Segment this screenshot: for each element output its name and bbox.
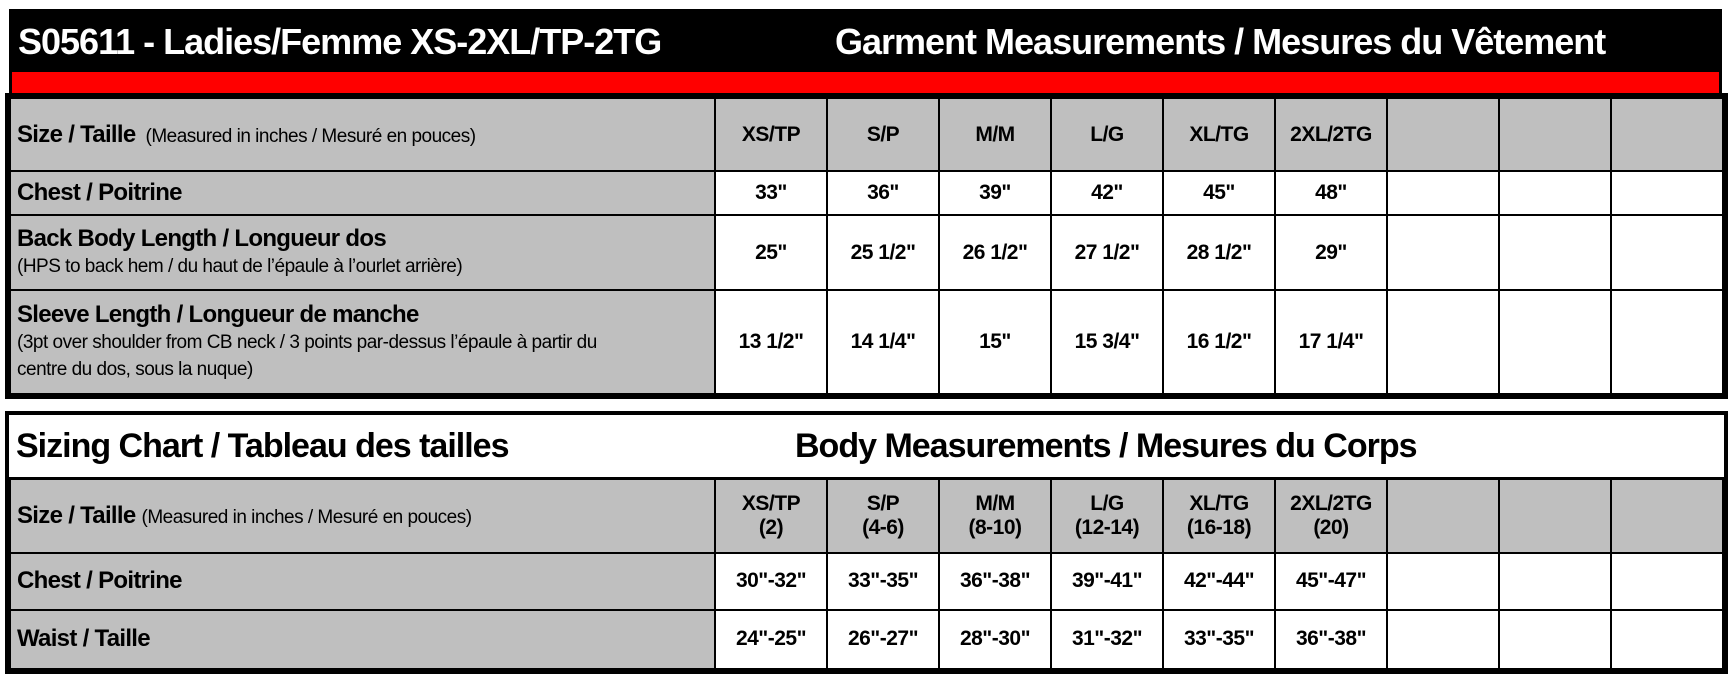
- table-row: Chest / Poitrine 30"-32" 33"-35" 36"-38"…: [9, 551, 1725, 611]
- value-cell: 33"-35": [826, 551, 940, 611]
- value-cell: 39": [938, 170, 1052, 216]
- size-header-row: Size / Taille (Measured in inches / Mesur…: [9, 97, 1724, 172]
- row-label: Sleeve Length / Longueur de manche (3pt o…: [9, 289, 716, 395]
- body-measurements-title: Body Measurements / Mesures du Corps: [715, 415, 1724, 480]
- table-row: Back Body Length / Longueur dos (HPS to b…: [9, 214, 1724, 291]
- empty-cell: [1610, 170, 1724, 216]
- empty-cell: [1609, 608, 1725, 670]
- empty-cell: [1386, 214, 1500, 291]
- empty-cell: [1609, 551, 1725, 611]
- table-row: Waist / Taille 24"-25" 26"-27" 28"-30" 3…: [9, 608, 1725, 670]
- value-cell: 29": [1274, 214, 1388, 291]
- size-header: XL/TG: [1162, 97, 1276, 172]
- size-label-cell: Size / Taille (Measured in inches / Mesur…: [9, 477, 716, 554]
- empty-header: [1386, 477, 1500, 554]
- value-cell: 42": [1050, 170, 1164, 216]
- value-cell: 15 3/4": [1050, 289, 1164, 395]
- empty-header: [1498, 477, 1612, 554]
- value-cell: 13 1/2": [714, 289, 828, 395]
- empty-cell: [1498, 170, 1612, 216]
- value-cell: 30"-32": [714, 551, 828, 611]
- value-cell: 33"-35": [1162, 608, 1276, 670]
- value-cell: 14 1/4": [826, 289, 940, 395]
- empty-cell: [1498, 214, 1612, 291]
- value-cell: 36"-38": [1274, 608, 1388, 670]
- empty-header: [1610, 97, 1724, 172]
- value-cell: 25 1/2": [826, 214, 940, 291]
- size-header: M/M: [938, 97, 1052, 172]
- empty-cell: [1386, 551, 1500, 611]
- size-label-cell: Size / Taille (Measured in inches / Mesur…: [9, 97, 716, 172]
- value-cell: 28 1/2": [1162, 214, 1276, 291]
- value-cell: 31"-32": [1050, 608, 1164, 670]
- garment-measurements-title: Garment Measurements / Mesures du Vêteme…: [835, 21, 1606, 62]
- value-cell: 45": [1162, 170, 1276, 216]
- garment-header: S05611 - Ladies/Femme XS-2XL/TP-2TG Garm…: [9, 9, 1722, 72]
- empty-header: [1609, 477, 1725, 554]
- size-header: M/M (8-10): [938, 477, 1052, 554]
- value-cell: 17 1/4": [1274, 289, 1388, 395]
- value-cell: 48": [1274, 170, 1388, 216]
- size-header: 2XL/2TG: [1274, 97, 1388, 172]
- size-header: 2XL/2TG (20): [1274, 477, 1388, 554]
- value-cell: 15": [938, 289, 1052, 395]
- size-header: S/P: [826, 97, 940, 172]
- empty-cell: [1610, 289, 1724, 395]
- value-cell: 36"-38": [938, 551, 1052, 611]
- value-cell: 16 1/2": [1162, 289, 1276, 395]
- value-cell: 26"-27": [826, 608, 940, 670]
- value-cell: 45"-47": [1274, 551, 1388, 611]
- body-measurements-table: Sizing Chart / Tableau des tailles Body …: [4, 411, 1728, 674]
- size-header: L/G: [1050, 97, 1164, 172]
- size-header-row: Size / Taille (Measured in inches / Mesur…: [9, 477, 1725, 554]
- table-row: Chest / Poitrine 33" 36" 39" 42" 45" 48": [9, 170, 1724, 216]
- empty-cell: [1386, 170, 1500, 216]
- empty-cell: [1498, 289, 1612, 395]
- value-cell: 36": [826, 170, 940, 216]
- empty-cell: [1386, 289, 1500, 395]
- empty-cell: [1498, 551, 1612, 611]
- row-label: Chest / Poitrine: [9, 551, 716, 611]
- empty-cell: [1610, 214, 1724, 291]
- value-cell: 24"-25": [714, 608, 828, 670]
- garment-measurements-table: Size / Taille (Measured in inches / Mesur…: [5, 93, 1728, 399]
- empty-header: [1386, 97, 1500, 172]
- size-header: XL/TG (16-18): [1162, 477, 1276, 554]
- sizing-chart-title: Sizing Chart / Tableau des tailles: [10, 415, 715, 480]
- empty-header: [1498, 97, 1612, 172]
- size-header: S/P (4-6): [826, 477, 940, 554]
- accent-bar: [9, 72, 1722, 94]
- size-header: XS/TP: [714, 97, 828, 172]
- product-title: S05611 - Ladies/Femme XS-2XL/TP-2TG: [18, 21, 662, 62]
- value-cell: 27 1/2": [1050, 214, 1164, 291]
- row-label: Back Body Length / Longueur dos (HPS to b…: [9, 214, 716, 291]
- value-cell: 42"-44": [1162, 551, 1276, 611]
- value-cell: 25": [714, 214, 828, 291]
- value-cell: 28"-30": [938, 608, 1052, 670]
- value-cell: 39"-41": [1050, 551, 1164, 611]
- table-row: Sleeve Length / Longueur de manche (3pt o…: [9, 289, 1724, 395]
- row-label: Waist / Taille: [9, 608, 716, 670]
- value-cell: 33": [714, 170, 828, 216]
- empty-cell: [1498, 608, 1612, 670]
- size-header: XS/TP (2): [714, 477, 828, 554]
- value-cell: 26 1/2": [938, 214, 1052, 291]
- empty-cell: [1386, 608, 1500, 670]
- size-header: L/G (12-14): [1050, 477, 1164, 554]
- row-label: Chest / Poitrine: [9, 170, 716, 216]
- sizing-chart-title-row: Sizing Chart / Tableau des tailles Body …: [10, 415, 1724, 480]
